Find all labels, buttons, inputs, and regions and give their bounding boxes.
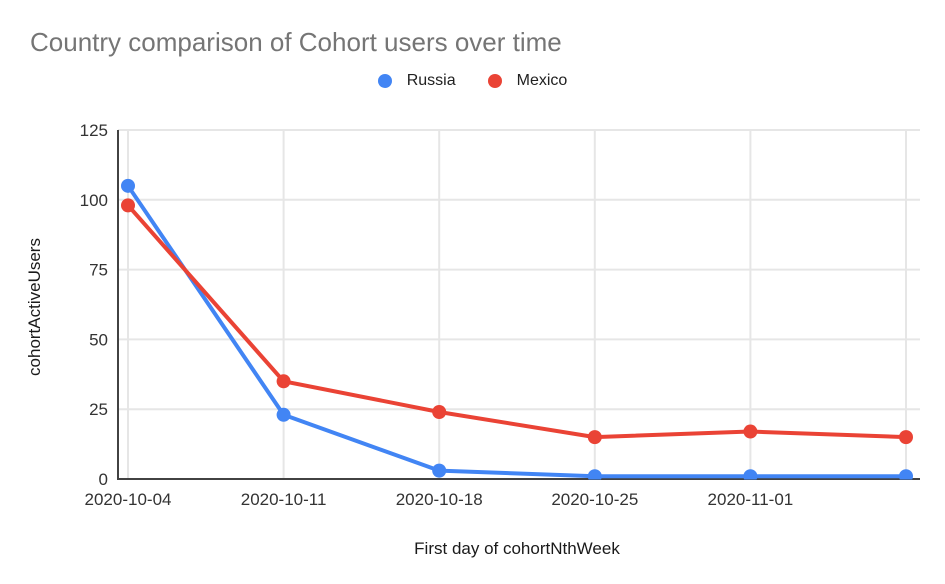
chart-legend: Russia Mexico — [0, 67, 945, 95]
data-point-mexico — [587, 430, 602, 445]
data-point-mexico — [432, 404, 447, 419]
data-point-mexico — [743, 424, 758, 439]
series-line-mexico — [126, 203, 908, 440]
x-tick-label: 2020-11-01 — [708, 490, 794, 509]
y-tick-label: 75 — [89, 261, 108, 280]
y-tick-label: 125 — [80, 121, 108, 140]
x-tick-label: 2020-10-04 — [85, 490, 172, 509]
data-point-russia — [432, 463, 447, 478]
chart-title: Country comparison of Cohort users over … — [30, 27, 562, 57]
x-tick-label: 2020-10-11 — [241, 490, 327, 509]
series-line-russia — [126, 183, 908, 479]
data-point-russia — [743, 469, 758, 480]
series-layer — [121, 178, 913, 480]
legend-label: Russia — [406, 72, 456, 89]
data-point-russia — [276, 407, 291, 422]
x-tick-label: 2020-10-25 — [551, 490, 638, 509]
legend-item-mexico[interactable]: Mexico — [487, 72, 568, 90]
y-tick-label: 100 — [80, 191, 108, 210]
data-point-russia — [587, 469, 602, 480]
data-point-russia — [899, 469, 913, 480]
data-point-russia — [121, 178, 135, 193]
y-tick-label: 0 — [99, 470, 108, 489]
legend-swatch-mexico — [487, 74, 502, 88]
data-point-mexico — [899, 430, 913, 445]
y-axis-title: cohortActiveUsers — [25, 238, 44, 376]
data-point-mexico — [121, 198, 135, 213]
legend-swatch-russia — [377, 74, 392, 88]
legend-label: Mexico — [516, 72, 568, 89]
x-axis-title: First day of cohortNthWeek — [414, 539, 620, 558]
legend-item-russia[interactable]: Russia — [377, 72, 456, 90]
data-point-mexico — [276, 374, 291, 389]
x-tick-label: 2020-10-18 — [396, 490, 483, 509]
y-tick-label: 25 — [89, 400, 108, 419]
y-tick-label: 50 — [89, 330, 108, 349]
